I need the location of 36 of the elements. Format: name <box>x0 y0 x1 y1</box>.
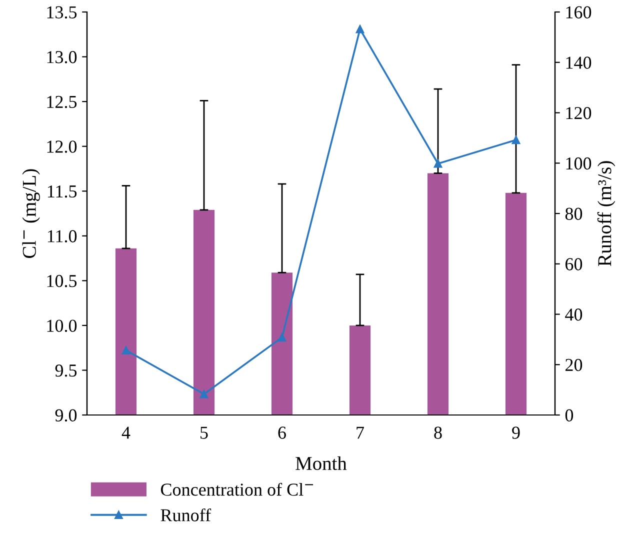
y2-tick-label: 160 <box>566 6 592 18</box>
x-tick-label: 9 <box>512 426 520 439</box>
point <box>200 390 208 398</box>
x-axis-title: Month <box>296 456 347 470</box>
point <box>278 333 286 342</box>
y-tick-label: 13.5 <box>47 6 77 19</box>
y2-tick-label: 120 <box>566 107 592 120</box>
y2-axis-title: Runoff (m³/s) <box>597 161 616 266</box>
x-tick-label: 5 <box>200 426 208 439</box>
y-axis-title: Cl$^{−}$ (mg/L) <box>22 169 40 258</box>
y2-tick-label: 80 <box>565 208 582 220</box>
x-tick-label: 7 <box>356 426 364 439</box>
y-tick-label: 10.5 <box>47 274 77 288</box>
x-tick-label: 6 <box>278 426 286 439</box>
y-tick-label: 13.0 <box>47 51 77 64</box>
y2-tick-label: 0 <box>565 409 574 422</box>
y2-tick-label: 20 <box>566 358 582 372</box>
y2-tick-label: 60 <box>566 258 582 270</box>
y-tick-label: 11.5 <box>48 185 77 198</box>
y2-tick-label: 40 <box>565 308 582 321</box>
y2-tick-label: 140 <box>566 56 592 69</box>
y-tick-label: 11.0 <box>48 230 77 242</box>
point <box>512 136 520 144</box>
y2-tick-label: 100 <box>566 157 592 170</box>
x-tick-label: 8 <box>434 426 442 439</box>
y-tick-label: 9.0 <box>55 409 77 422</box>
x-tick-label: 4 <box>122 426 130 439</box>
point <box>434 159 442 168</box>
point <box>122 346 130 354</box>
legend-label: Concentration of Cl$^{−}$ <box>160 482 314 496</box>
y-tick-label: 10.0 <box>47 320 77 332</box>
point <box>356 24 364 34</box>
y-tick-label: 12.0 <box>47 140 77 153</box>
y-tick-label: 9.5 <box>55 364 77 377</box>
legend-label: Runoff <box>160 508 212 522</box>
y-tick-label: 12.5 <box>47 96 77 108</box>
